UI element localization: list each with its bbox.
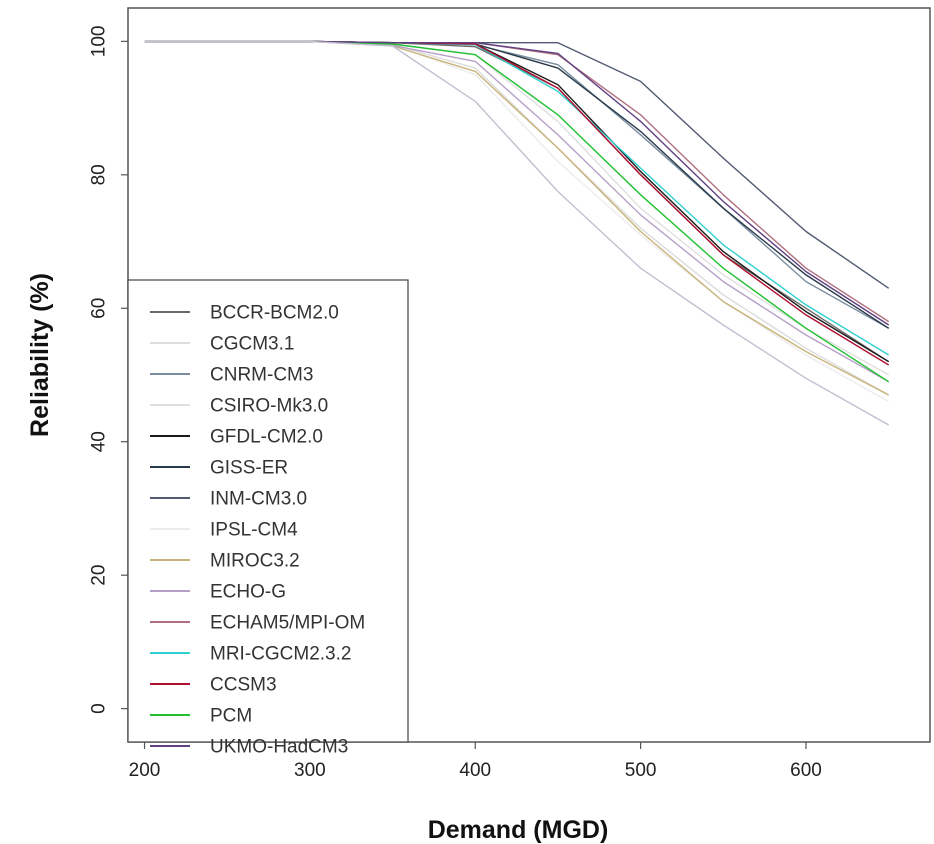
legend-label: GISS-ER: [210, 458, 288, 479]
y-tick-label: 80: [89, 164, 110, 185]
legend-label: CCSM3: [210, 675, 277, 696]
legend-label: MIROC3.2: [210, 551, 300, 572]
legend-label: UKMO-HadCM3: [210, 737, 348, 758]
x-tick-label: 400: [459, 760, 491, 781]
legend-item-cnrm-cm3: CNRM-CM3: [150, 365, 313, 386]
legend-item-ukmo-hadcm3: UKMO-HadCM3: [150, 737, 348, 758]
legend-item-echam5-mpi-om: ECHAM5/MPI-OM: [150, 613, 365, 634]
x-tick-label: 200: [129, 760, 161, 781]
legend-label: INM-CM3.0: [210, 489, 307, 510]
series-lines: [144, 40, 890, 426]
y-tick-label: 0: [89, 703, 110, 714]
legend-label: CSIRO-Mk3.0: [210, 396, 328, 417]
x-tick-label: 500: [625, 760, 657, 781]
legend-box: [127, 279, 409, 743]
x-axis-title: Demand (MGD): [428, 816, 609, 844]
legend-item-miroc3-2: MIROC3.2: [150, 551, 300, 572]
legend-item-csiro-mk3-0: CSIRO-Mk3.0: [150, 396, 328, 417]
legend-label: PCM: [210, 706, 252, 727]
legend-label: GFDL-CM2.0: [210, 427, 323, 448]
x-tick-label: 300: [294, 760, 326, 781]
legend-label: IPSL-CM4: [210, 520, 298, 541]
x-axis: 200 300 400 500 600: [129, 742, 822, 781]
legend-label: ECHO-G: [210, 582, 286, 603]
legend-item-mri-cgcm2-3-2: MRI-CGCM2.3.2: [150, 644, 351, 665]
y-tick-label: 100: [89, 26, 110, 58]
x-tick-label: 600: [790, 760, 822, 781]
y-axis: 0 20 40 60 80 100: [89, 26, 128, 714]
y-tick-label: 60: [89, 298, 110, 319]
legend-item-bccr-bcm2-0: BCCR-BCM2.0: [150, 303, 339, 324]
y-tick-label: 40: [89, 431, 110, 452]
legend-item-pcm: PCM: [150, 706, 252, 727]
legend-label: ECHAM5/MPI-OM: [210, 613, 365, 634]
series-line-unlabeled-15: [144, 40, 890, 426]
legend-item-ipsl-cm4: IPSL-CM4: [150, 520, 298, 541]
legend-item-ccsm3: CCSM3: [150, 675, 277, 696]
legend-item-giss-er: GISS-ER: [150, 458, 288, 479]
legend-item-inm-cm3-0: INM-CM3.0: [150, 489, 307, 510]
y-axis-title: Reliability (%): [26, 273, 54, 437]
legend-item-echo-g: ECHO-G: [150, 582, 286, 603]
legend: BCCR-BCM2.0 CGCM3.1 CNRM-CM3 CSIRO-Mk3.0 GFD…: [127, 279, 409, 758]
legend-item-cgcm3-1: CGCM3.1: [150, 334, 294, 355]
legend-item-gfdl-cm2-0: GFDL-CM2.0: [150, 427, 323, 448]
legend-label: CGCM3.1: [210, 334, 294, 355]
legend-label: MRI-CGCM2.3.2: [210, 644, 351, 665]
legend-label: BCCR-BCM2.0: [210, 303, 339, 324]
y-tick-label: 20: [89, 565, 110, 586]
legend-label: CNRM-CM3: [210, 365, 313, 386]
